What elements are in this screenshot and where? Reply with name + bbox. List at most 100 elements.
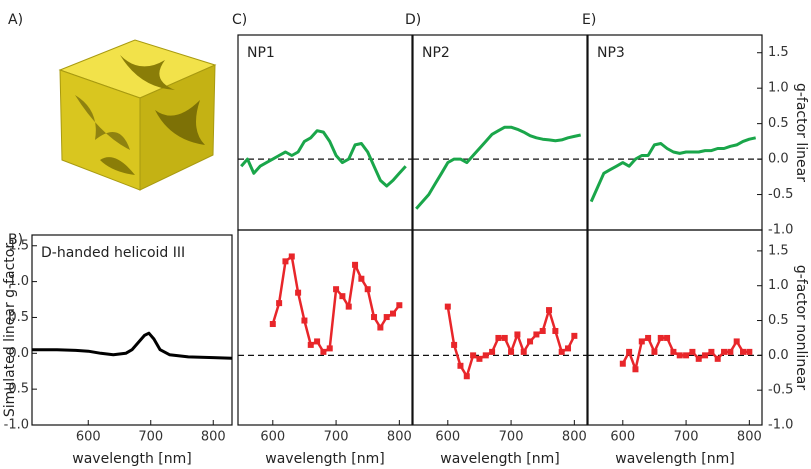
x-tick-label: 700 bbox=[324, 430, 349, 445]
panel-label: D) bbox=[405, 12, 421, 28]
panel-label: B) bbox=[8, 232, 23, 248]
data-marker bbox=[708, 348, 715, 355]
data-marker bbox=[451, 341, 458, 348]
x-tick-label: 600 bbox=[260, 430, 285, 445]
y-tick-label: 0.5 bbox=[768, 313, 789, 328]
y-tick-label: 1.5 bbox=[768, 45, 789, 60]
data-marker bbox=[539, 327, 546, 334]
data-marker bbox=[377, 324, 384, 331]
y-tick-label: 0.5 bbox=[8, 310, 29, 325]
data-marker bbox=[495, 334, 502, 341]
plot-frame bbox=[412, 229, 588, 426]
data-marker bbox=[345, 303, 352, 310]
x-tick-label: 700 bbox=[499, 430, 524, 445]
data-marker bbox=[390, 310, 397, 317]
y-tick-label: 0.0 bbox=[768, 152, 789, 167]
data-marker bbox=[533, 331, 540, 338]
data-marker bbox=[619, 360, 626, 367]
data-marker bbox=[482, 352, 489, 359]
x-axis-label: wavelength [nm] bbox=[72, 451, 191, 467]
data-marker bbox=[489, 348, 496, 355]
data-marker bbox=[476, 355, 483, 362]
data-marker bbox=[295, 289, 302, 296]
x-tick-label: 600 bbox=[610, 430, 635, 445]
data-marker bbox=[546, 307, 553, 314]
data-marker bbox=[307, 341, 314, 348]
data-marker bbox=[746, 348, 753, 355]
y-tick-label: 1.0 bbox=[768, 278, 789, 293]
y-tick-label: 0.0 bbox=[8, 346, 29, 361]
data-marker bbox=[326, 345, 333, 352]
data-marker bbox=[714, 355, 721, 362]
y-tick-label: -0.5 bbox=[768, 383, 793, 398]
data-marker bbox=[396, 302, 403, 309]
data-marker bbox=[689, 348, 696, 355]
data-line bbox=[589, 136, 757, 203]
panel-title: NP2 bbox=[422, 45, 450, 61]
data-line bbox=[415, 125, 582, 210]
data-marker bbox=[371, 314, 378, 321]
data-marker bbox=[676, 352, 683, 359]
data-marker bbox=[651, 348, 658, 355]
data-marker bbox=[269, 321, 276, 328]
data-marker bbox=[444, 303, 451, 310]
y-tick-label: -0.5 bbox=[768, 187, 793, 202]
x-tick-label: 700 bbox=[138, 430, 163, 445]
y-axis-label: Simulated linear g-factor bbox=[2, 243, 18, 417]
panel-title: NP1 bbox=[247, 45, 275, 61]
data-marker bbox=[638, 338, 645, 345]
x-tick-label: 800 bbox=[387, 430, 412, 445]
data-marker bbox=[670, 348, 677, 355]
data-marker bbox=[288, 253, 295, 260]
y-axis-label: g-factor nonlinear bbox=[793, 265, 809, 391]
data-marker bbox=[571, 332, 578, 339]
panel-title: NP3 bbox=[597, 45, 625, 61]
x-axis-label: wavelength [nm] bbox=[440, 451, 559, 467]
data-marker bbox=[358, 275, 365, 282]
data-marker bbox=[552, 327, 559, 334]
data-marker bbox=[508, 348, 515, 355]
data-marker bbox=[470, 352, 477, 359]
data-marker bbox=[695, 355, 702, 362]
data-marker bbox=[383, 314, 390, 321]
plot-frame bbox=[587, 34, 763, 231]
data-line bbox=[32, 331, 233, 360]
y-tick-label: -1.0 bbox=[768, 418, 793, 433]
plot-frame bbox=[31, 234, 233, 426]
data-marker bbox=[352, 261, 359, 268]
data-marker bbox=[558, 348, 565, 355]
panel-label: C) bbox=[232, 12, 247, 28]
data-marker bbox=[733, 338, 740, 345]
data-marker bbox=[702, 352, 709, 359]
data-marker bbox=[727, 348, 734, 355]
panel-label: E) bbox=[582, 12, 596, 28]
data-marker bbox=[320, 348, 327, 355]
data-marker bbox=[314, 338, 321, 345]
y-tick-label: 0.5 bbox=[768, 116, 789, 131]
data-marker bbox=[364, 286, 371, 293]
data-marker bbox=[520, 348, 527, 355]
data-marker bbox=[276, 300, 283, 307]
x-tick-label: 800 bbox=[201, 430, 226, 445]
x-tick-label: 600 bbox=[435, 430, 460, 445]
data-marker bbox=[664, 334, 671, 341]
data-marker bbox=[632, 366, 639, 373]
plot-frame bbox=[587, 229, 763, 426]
x-axis-label: wavelength [nm] bbox=[265, 451, 384, 467]
data-marker bbox=[657, 334, 664, 341]
data-marker bbox=[645, 334, 652, 341]
data-marker bbox=[457, 362, 464, 369]
data-line bbox=[240, 129, 407, 188]
data-marker bbox=[501, 334, 508, 341]
x-tick-label: 800 bbox=[737, 430, 762, 445]
y-tick-label: -1.0 bbox=[4, 418, 29, 433]
y-axis-label: g-factor linear bbox=[793, 83, 809, 182]
data-marker bbox=[683, 352, 690, 359]
data-marker bbox=[626, 348, 633, 355]
data-marker bbox=[527, 338, 534, 345]
data-marker bbox=[333, 286, 340, 293]
y-tick-label: 1.5 bbox=[8, 238, 29, 253]
panel-title: D-handed helicoid III bbox=[41, 245, 185, 261]
data-marker bbox=[282, 258, 289, 265]
data-marker bbox=[565, 345, 572, 352]
